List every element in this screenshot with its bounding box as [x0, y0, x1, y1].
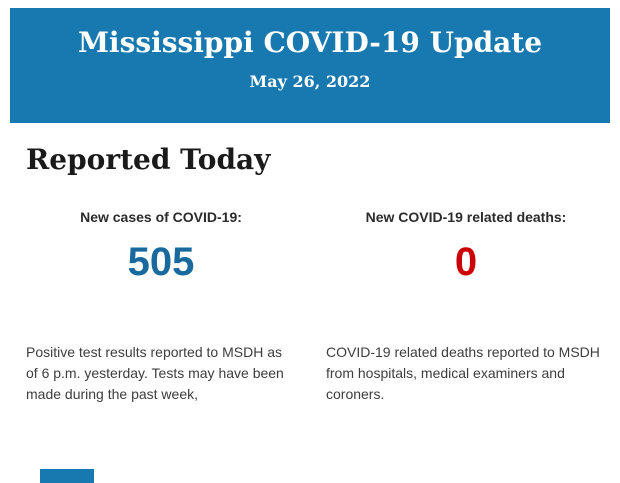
new-deaths-label: New COVID-19 related deaths:: [365, 209, 567, 225]
new-deaths-value: 0: [454, 240, 478, 284]
new-cases-value: 505: [127, 240, 195, 284]
newsletter-title: Mississippi COVID-19 Update: [77, 26, 543, 59]
new-cases-column: New cases of COVID-19: 505 Positive test…: [26, 207, 296, 405]
stats-columns: New cases of COVID-19: 505 Positive test…: [0, 207, 620, 405]
new-deaths-description: COVID-19 related deaths reported to MSDH…: [326, 344, 600, 402]
new-deaths-column: New COVID-19 related deaths: 0 COVID-19 …: [326, 207, 606, 405]
section-title-reported-today: Reported Today: [26, 143, 271, 176]
new-cases-description: Positive test results reported to MSDH a…: [26, 344, 284, 402]
next-section-partial-banner: [40, 469, 94, 483]
new-cases-label: New cases of COVID-19:: [80, 209, 242, 225]
newsletter-date: May 26, 2022: [249, 72, 371, 91]
header-banner: Mississippi COVID-19 Update May 26, 2022: [10, 8, 610, 123]
